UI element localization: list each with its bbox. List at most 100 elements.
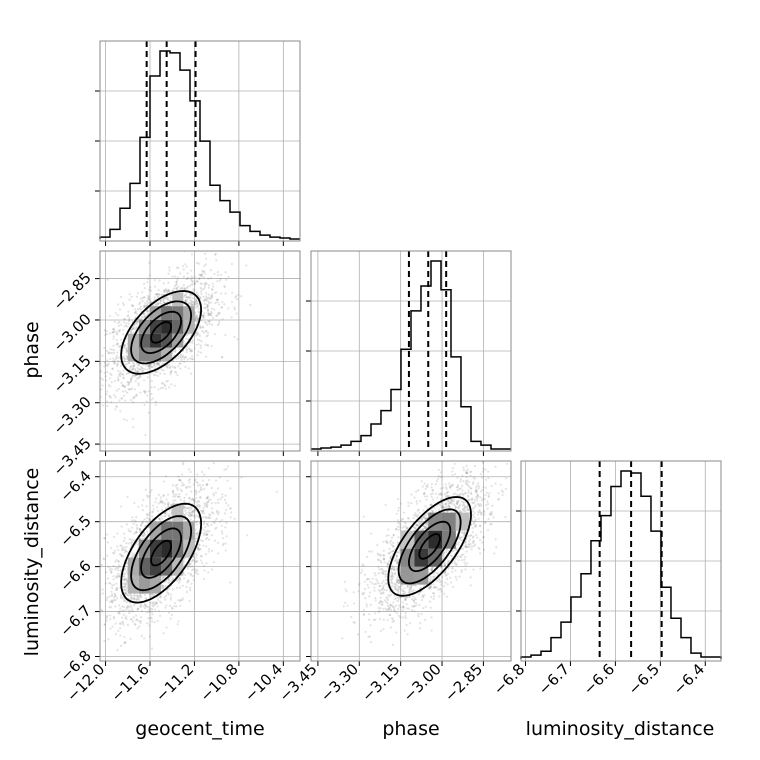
density-cell bbox=[161, 557, 173, 576]
scatter-point bbox=[116, 351, 119, 354]
scatter-point bbox=[224, 501, 228, 505]
scatter-point bbox=[119, 553, 122, 557]
scatter-point bbox=[129, 365, 133, 368]
scatter-point bbox=[184, 293, 187, 297]
scatter-point bbox=[103, 362, 106, 365]
density-cell bbox=[127, 557, 139, 576]
scatter-point bbox=[122, 303, 125, 307]
scatter-point bbox=[378, 568, 381, 571]
scatter-point bbox=[187, 296, 190, 299]
scatter-point bbox=[121, 548, 125, 552]
scatter-point bbox=[192, 499, 195, 502]
scatter-point bbox=[162, 298, 165, 301]
scatter-point bbox=[143, 603, 147, 606]
scatter-point bbox=[456, 503, 459, 506]
contour-line bbox=[130, 300, 193, 365]
scatter-point bbox=[211, 502, 214, 505]
scatter-point bbox=[171, 275, 174, 278]
scatter-point bbox=[203, 312, 206, 315]
scatter-point bbox=[390, 539, 393, 542]
scatter-point bbox=[114, 622, 117, 625]
scatter-point bbox=[207, 524, 210, 528]
scatter-point bbox=[200, 273, 203, 276]
scatter-point bbox=[130, 295, 133, 298]
scatter-point bbox=[201, 269, 204, 272]
scatter-point bbox=[392, 568, 395, 571]
scatter-point bbox=[206, 344, 209, 347]
scatter-point bbox=[144, 302, 147, 305]
scatter-point bbox=[368, 613, 371, 616]
scatter-point bbox=[143, 304, 146, 307]
scatter-point bbox=[134, 598, 137, 601]
scatter-point bbox=[134, 395, 137, 398]
scatter-point bbox=[66, 358, 68, 360]
scatter-point bbox=[113, 393, 116, 397]
scatter-point bbox=[395, 554, 398, 557]
scatter-point bbox=[148, 624, 151, 627]
scatter-point bbox=[114, 588, 118, 591]
scatter-point bbox=[104, 375, 107, 378]
scatter-point bbox=[171, 289, 174, 292]
scatter-point bbox=[229, 516, 232, 519]
scatter-point bbox=[224, 542, 227, 545]
scatter-point bbox=[208, 313, 211, 316]
scatter-point bbox=[122, 582, 125, 585]
scatter-point bbox=[126, 593, 129, 596]
scatter-point bbox=[216, 280, 219, 283]
scatter-point bbox=[136, 526, 139, 529]
scatter-point bbox=[344, 588, 347, 591]
scatter-point bbox=[196, 546, 200, 549]
scatter-point bbox=[131, 608, 134, 611]
scatter-point bbox=[220, 292, 223, 295]
scatter-point bbox=[207, 296, 210, 299]
scatter-point bbox=[210, 307, 214, 310]
scatter-point bbox=[126, 325, 129, 328]
scatter-point bbox=[152, 508, 155, 511]
scatter-point bbox=[192, 515, 195, 518]
scatter-point bbox=[122, 575, 125, 578]
scatter-point bbox=[101, 354, 104, 357]
scatter-point bbox=[164, 288, 167, 291]
scatter-point bbox=[196, 520, 199, 523]
scatter-point bbox=[217, 273, 220, 277]
scatter-point bbox=[190, 574, 193, 577]
scatter-point bbox=[178, 362, 181, 365]
scatter-point bbox=[196, 500, 200, 503]
scatter-point bbox=[480, 452, 482, 454]
scatter-point bbox=[245, 264, 248, 267]
scatter-point bbox=[215, 511, 219, 514]
scatter-point bbox=[156, 598, 160, 601]
scatter-point bbox=[112, 583, 115, 586]
scatter-point bbox=[151, 504, 155, 507]
scatter-point bbox=[133, 622, 137, 626]
contour-line bbox=[140, 310, 183, 355]
scatter-point bbox=[217, 311, 220, 315]
scatter-point bbox=[164, 598, 167, 601]
scatter-point bbox=[157, 502, 160, 505]
scatter-point bbox=[121, 605, 124, 608]
scatter-point bbox=[208, 530, 211, 533]
scatter-point bbox=[192, 483, 195, 486]
scatter-point bbox=[203, 299, 206, 302]
scatter-point bbox=[123, 551, 126, 554]
scatter-point bbox=[194, 561, 197, 564]
scatter-point bbox=[188, 562, 191, 565]
scatter-point bbox=[470, 548, 473, 551]
scatter-point bbox=[179, 488, 182, 491]
scatter-point bbox=[199, 297, 202, 300]
scatter-point bbox=[141, 367, 144, 370]
scatter-point bbox=[206, 529, 209, 532]
scatter-point bbox=[203, 282, 206, 285]
scatter-point bbox=[123, 588, 126, 591]
scatter-point bbox=[437, 468, 440, 472]
scatter-point bbox=[196, 560, 199, 563]
scatter-point bbox=[183, 518, 186, 521]
scatter-point bbox=[124, 591, 127, 594]
scatter-point bbox=[125, 372, 128, 375]
scatter-point bbox=[149, 363, 152, 366]
scatter-point bbox=[420, 480, 423, 483]
scatter-point bbox=[138, 307, 141, 311]
scatter-point bbox=[116, 303, 120, 306]
scatter-point bbox=[205, 502, 208, 505]
scatter-point bbox=[105, 533, 108, 536]
